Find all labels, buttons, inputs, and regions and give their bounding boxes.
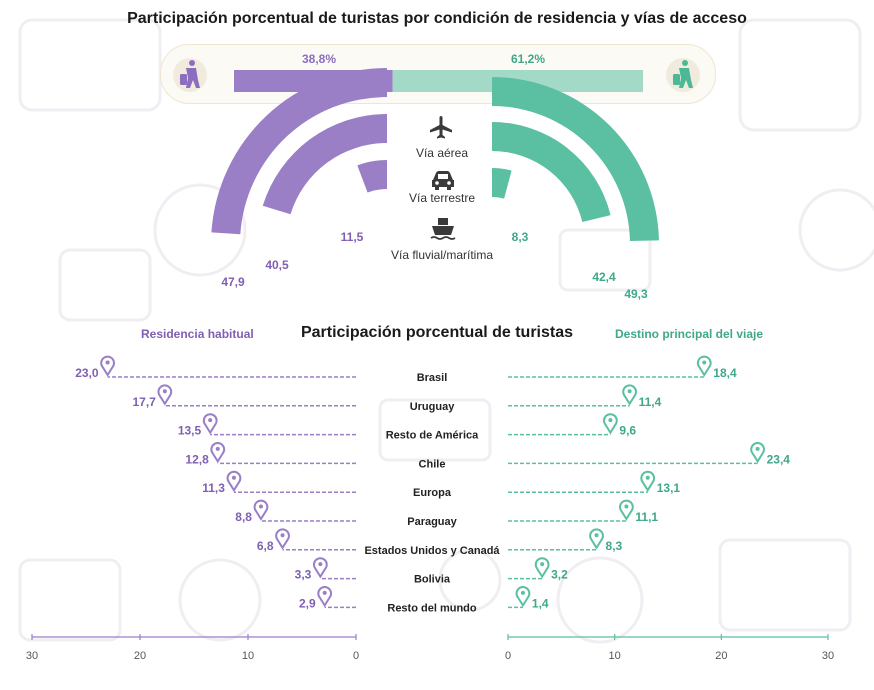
- right-series-label: Destino principal del viaje: [615, 327, 764, 341]
- traveler-icon: [173, 58, 207, 92]
- category-label: Estados Unidos y Canadá: [364, 545, 500, 557]
- destination-value-label: 18,4: [713, 366, 737, 380]
- category-label: Chile: [419, 458, 446, 470]
- chart-title: Participación porcentual de turistas por…: [127, 10, 747, 27]
- access-value-label: 40,5: [265, 258, 289, 272]
- marker-pin-icon: [696, 355, 712, 377]
- access-label-water: Vía fluvial/marítima: [390, 248, 494, 262]
- access-value-label: 8,3: [512, 230, 529, 244]
- marker-pin-dot: [755, 446, 760, 451]
- destination-value-label: 9,6: [619, 424, 636, 438]
- marker-pin-dot: [280, 533, 285, 538]
- access-arc-residence: [357, 160, 387, 193]
- section-title: Participación porcentual de turistas: [300, 324, 574, 341]
- category-label: Uruguay: [410, 401, 456, 413]
- access-arc-destination: [492, 77, 659, 241]
- residence-value-label: 17,7: [132, 395, 156, 409]
- car-icon: [432, 171, 454, 190]
- access-label-air: Vía aérea: [415, 146, 469, 160]
- ship-icon: [430, 218, 456, 240]
- marker-pin-icon: [622, 384, 637, 406]
- marker-pin-icon: [534, 557, 550, 579]
- destination-value-label: 13,1: [657, 481, 681, 495]
- destination-percent-label: 61,2%: [511, 52, 546, 66]
- category-label: Bolivia: [414, 574, 451, 586]
- marker-pin-dot: [208, 418, 213, 423]
- destination-value-label: 3,2: [551, 568, 568, 582]
- marker-pin-dot: [627, 389, 632, 394]
- x-tick-label: 20: [134, 650, 146, 662]
- access-arc-destination: [492, 168, 512, 199]
- marker-pin-icon: [202, 413, 218, 435]
- access-value-label: 11,5: [341, 230, 364, 244]
- x-tick-label: 30: [26, 650, 38, 662]
- marker-pin-icon: [603, 413, 618, 435]
- marker-pin-icon: [100, 355, 115, 377]
- marker-pin-icon: [253, 499, 269, 521]
- marker-pin-dot: [594, 533, 599, 538]
- residence-value-label: 2,9: [299, 596, 316, 610]
- marker-pin-icon: [515, 586, 531, 608]
- marker-pin-dot: [162, 389, 167, 394]
- residence-percent-label: 38,8%: [302, 52, 337, 66]
- destination-value-label: 11,4: [639, 395, 662, 409]
- category-label: Resto del mundo: [387, 602, 477, 614]
- traveler-icon: [666, 58, 700, 92]
- marker-pin-icon: [275, 528, 290, 550]
- marker-pin-icon: [619, 499, 634, 521]
- residence-value-label: 23,0: [75, 366, 99, 380]
- category-label: Brasil: [417, 372, 448, 384]
- marker-pin-dot: [322, 590, 327, 595]
- access-value-label: 42,4: [592, 270, 616, 284]
- marker-pin-icon: [589, 528, 604, 550]
- destination-value-label: 11,1: [635, 510, 658, 524]
- residence-value-label: 11,3: [202, 481, 225, 495]
- marker-pin-dot: [624, 504, 629, 509]
- residence-value-label: 13,5: [178, 424, 202, 438]
- marker-pin-icon: [640, 470, 656, 493]
- x-tick-label: 10: [609, 650, 621, 662]
- marker-pin-dot: [645, 475, 650, 480]
- residence-value-label: 8,8: [235, 510, 252, 524]
- airplane-icon: [430, 116, 452, 139]
- marker-pin-dot: [702, 360, 707, 365]
- x-tick-label: 30: [822, 650, 834, 662]
- x-tick-label: 0: [353, 650, 359, 662]
- access-label-land: Vía terrestre: [408, 191, 476, 205]
- x-tick-label: 0: [505, 650, 511, 662]
- residence-value-label: 3,3: [295, 568, 312, 582]
- marker-pin-icon: [226, 470, 242, 493]
- destination-value-label: 23,4: [767, 452, 791, 466]
- marker-pin-icon: [157, 384, 173, 406]
- residence-value-label: 12,8: [185, 452, 209, 466]
- access-value-label: 47,9: [221, 275, 245, 289]
- access-arc-residence: [262, 114, 387, 215]
- marker-pin-dot: [318, 562, 323, 567]
- destination-value-label: 1,4: [532, 596, 549, 610]
- marker-pin-dot: [215, 446, 220, 451]
- marker-pin-dot: [608, 418, 613, 423]
- access-arc-destination: [492, 122, 611, 223]
- marker-pin-icon: [312, 557, 328, 579]
- category-label: Europa: [413, 487, 452, 499]
- category-label: Resto de América: [386, 430, 479, 442]
- destination-value-label: 8,3: [606, 539, 623, 553]
- marker-pin-dot: [520, 590, 525, 595]
- x-tick-label: 20: [715, 650, 727, 662]
- x-tick-label: 10: [242, 650, 254, 662]
- left-series-label: Residencia habitual: [141, 327, 254, 341]
- marker-pin-dot: [258, 504, 263, 509]
- marker-pin-icon: [750, 442, 765, 464]
- category-label: Paraguay: [407, 516, 457, 528]
- access-arc-residence: [211, 68, 387, 235]
- marker-pin-dot: [540, 562, 545, 567]
- marker-pin-dot: [105, 360, 110, 365]
- marker-pin-icon: [210, 442, 226, 464]
- marker-pin-icon: [317, 586, 333, 608]
- marker-pin-dot: [231, 475, 236, 480]
- access-value-label: 49,3: [624, 287, 648, 301]
- residence-value-label: 6,8: [257, 539, 274, 553]
